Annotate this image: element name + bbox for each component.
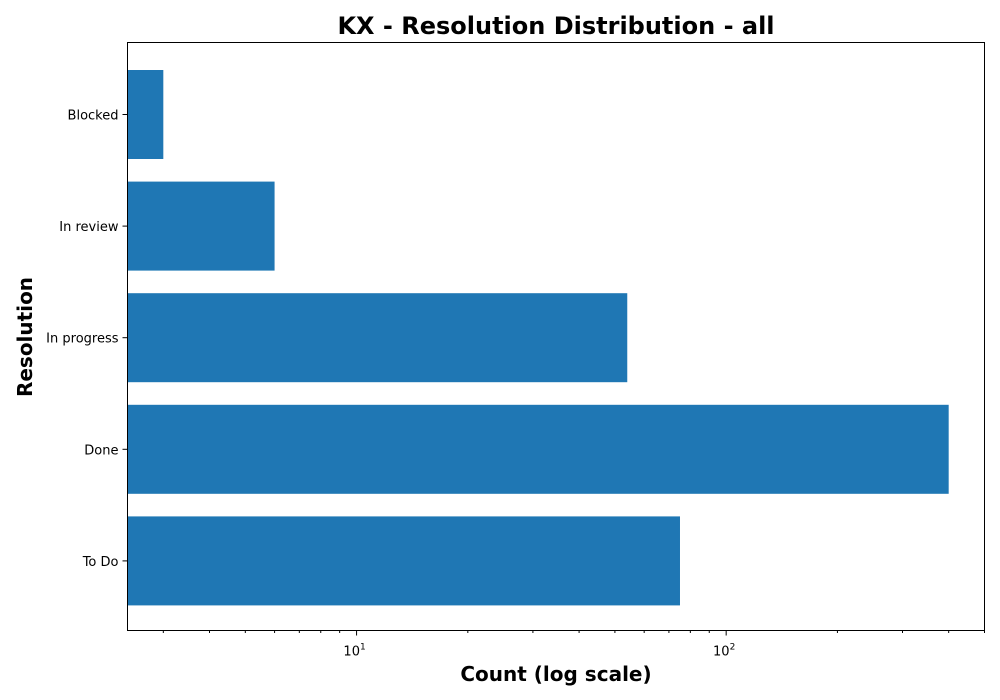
y-tick-label-to-do: To Do [82, 555, 119, 570]
x-tick-label: 102 [713, 643, 735, 660]
bar-done [127, 404, 949, 494]
ticks-layer: To Do Done In progress In review Blocked 101 1… [46, 109, 985, 660]
chart-title: KX - Resolution Distribution - all [337, 12, 774, 40]
y-tick-label-blocked: Blocked [68, 109, 119, 124]
x-tick-label: 101 [343, 643, 365, 660]
bar-blocked [127, 70, 164, 159]
bar-to-do [127, 516, 680, 606]
y-tick-label-in-review: In review [59, 220, 119, 235]
y-tick-label-done: Done [84, 443, 118, 458]
bars-layer [127, 70, 949, 606]
bar-in-review [127, 181, 275, 271]
x-axis-label: Count (log scale) [460, 662, 651, 686]
bar-in-progress [127, 293, 628, 383]
y-axis-label: Resolution [13, 277, 37, 397]
plot-frame [127, 42, 985, 631]
y-tick-label-in-progress: In progress [46, 332, 119, 347]
